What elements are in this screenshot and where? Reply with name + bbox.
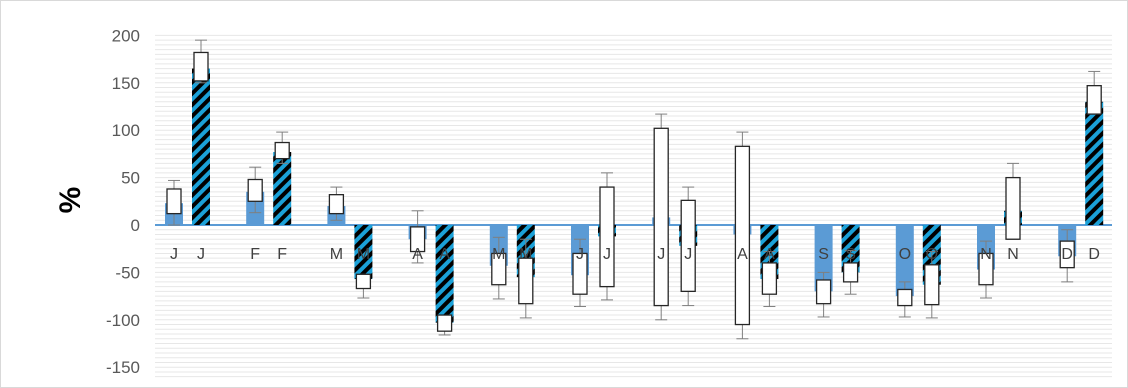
error-box bbox=[409, 226, 426, 253]
error-box bbox=[166, 188, 182, 215]
bar-hatched bbox=[192, 68, 210, 225]
error-box bbox=[491, 252, 507, 286]
category-label: J bbox=[170, 246, 178, 263]
error-box bbox=[436, 314, 453, 332]
bar-hatched bbox=[273, 152, 292, 225]
category-label: A bbox=[764, 246, 775, 263]
category-label: M bbox=[519, 246, 532, 263]
error-box bbox=[842, 262, 859, 283]
category-label: A bbox=[439, 246, 450, 263]
category-label: J bbox=[197, 246, 205, 263]
y-tick-label: -100 bbox=[106, 311, 140, 330]
error-box bbox=[247, 178, 263, 202]
category-label: O bbox=[926, 246, 938, 263]
error-box bbox=[653, 127, 669, 307]
y-tick-label: 150 bbox=[112, 74, 140, 93]
error-box bbox=[599, 186, 615, 288]
error-box bbox=[328, 194, 345, 215]
y-tick-label: 50 bbox=[121, 169, 140, 188]
error-box bbox=[761, 262, 778, 295]
category-label: F bbox=[250, 246, 260, 263]
error-box bbox=[815, 279, 832, 305]
category-label: D bbox=[1088, 246, 1100, 263]
category-label: M bbox=[357, 246, 370, 263]
error-box bbox=[274, 141, 290, 160]
y-tick-label: 0 bbox=[131, 216, 140, 235]
y-tick-label: 100 bbox=[112, 121, 140, 140]
category-label: N bbox=[1007, 246, 1019, 263]
y-tick-label: -50 bbox=[115, 263, 140, 282]
bar-series bbox=[165, 68, 1104, 323]
error-box bbox=[978, 252, 994, 286]
category-label: J bbox=[657, 246, 665, 263]
bar-hatched bbox=[841, 225, 860, 273]
y-axis-title: % bbox=[54, 187, 87, 214]
category-label: N bbox=[980, 246, 992, 263]
error-box bbox=[193, 51, 209, 82]
category-label: A bbox=[737, 246, 748, 263]
category-label: S bbox=[845, 246, 856, 263]
error-boxes bbox=[166, 39, 1102, 340]
category-label: M bbox=[330, 246, 343, 263]
error-box bbox=[680, 199, 696, 293]
error-box bbox=[1086, 84, 1102, 115]
error-box bbox=[924, 264, 940, 306]
error-box bbox=[355, 273, 372, 290]
category-label: F bbox=[277, 246, 287, 263]
error-box bbox=[518, 257, 534, 305]
bar-hatched bbox=[435, 225, 454, 323]
category-label: S bbox=[818, 246, 829, 263]
category-label: O bbox=[899, 246, 911, 263]
error-box bbox=[572, 252, 588, 295]
y-axis-ticks: 200 150 100 50 0 -50 -100 -150 bbox=[106, 26, 140, 377]
bar-solid bbox=[895, 225, 914, 297]
gridlines bbox=[155, 34, 1112, 378]
error-box bbox=[1059, 240, 1075, 269]
category-label: J bbox=[603, 246, 611, 263]
error-box bbox=[734, 145, 751, 326]
bar-hatched bbox=[354, 225, 373, 280]
y-tick-label: -150 bbox=[106, 358, 140, 377]
category-label: D bbox=[1061, 246, 1073, 263]
error-box bbox=[897, 288, 913, 307]
error-box bbox=[1005, 176, 1021, 240]
bar-solid bbox=[814, 225, 833, 292]
category-label: J bbox=[576, 246, 584, 263]
category-label: J bbox=[684, 246, 692, 263]
y-tick-label: 200 bbox=[112, 26, 140, 45]
category-label: M bbox=[492, 246, 505, 263]
bar-hatched bbox=[1085, 101, 1104, 225]
category-label: A bbox=[412, 246, 423, 263]
